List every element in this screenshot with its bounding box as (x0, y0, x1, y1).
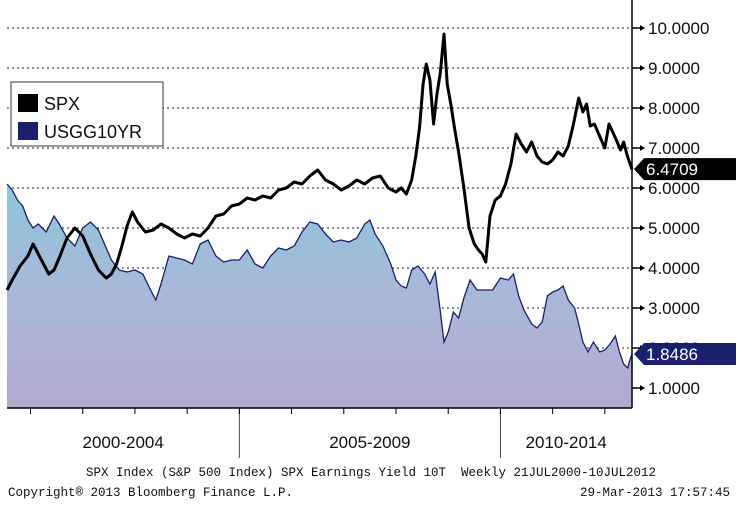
x-axis-period-labels: 2000-2004 2005-2009 2010-2014 (83, 433, 607, 452)
y-tick-arrow (640, 145, 645, 151)
y-tick-label: 3.0000 (648, 299, 700, 318)
y-tick-label: 10.0000 (648, 19, 709, 38)
copyright-text: Copyright® 2013 Bloomberg Finance L.P. (8, 486, 294, 500)
y-tick-arrow (640, 185, 645, 191)
y-tick-label: 9.0000 (648, 59, 700, 78)
y-tick-arrow (640, 105, 645, 111)
y-tick-label: 8.0000 (648, 99, 700, 118)
last-value-label: 1.8486 (646, 345, 698, 364)
timestamp-text: 29-Mar-2013 17:57:45 (579, 486, 730, 500)
y-tick-arrow (640, 305, 645, 311)
y-tick-label: 6.0000 (648, 179, 700, 198)
x-period-label: 2005-2009 (329, 433, 410, 452)
usgg10yr-line (6, 183, 633, 370)
last-value-label: 6.4709 (646, 160, 698, 179)
period-dividers (7, 407, 632, 458)
last-value-badges: 6.4709 1.8486 (634, 158, 736, 366)
legend: SPX USGG10YR (10, 81, 164, 147)
y-tick-label: 4.0000 (648, 259, 700, 278)
y-tick-label: 5.0000 (648, 219, 700, 238)
legend-swatch (18, 122, 38, 140)
y-axis: 10.0000 9.0000 8.0000 7.0000 6.0000 5.0000 4.0… (631, 0, 709, 408)
spx-line (5, 32, 634, 291)
x-period-label: 2000-2004 (83, 433, 164, 452)
legend-label: USGG10YR (44, 122, 142, 142)
y-tick-label: 7.0000 (648, 139, 700, 158)
chart-caption: SPX Index (S&P 500 Index) SPX Earnings Y… (85, 466, 657, 480)
y-tick-arrow (640, 385, 645, 391)
legend-label: SPX (44, 94, 80, 114)
usgg10yr-area (7, 184, 632, 408)
y-tick-arrow (640, 265, 645, 271)
last-value-badge (634, 158, 736, 181)
last-value-badge (634, 343, 736, 366)
y-tick-arrow (640, 25, 645, 31)
legend-swatch (18, 94, 38, 112)
y-tick-arrow (640, 65, 645, 71)
y-tick-label: 1.0000 (648, 379, 700, 398)
x-period-label: 2010-2014 (526, 433, 607, 452)
y-tick-arrow (640, 225, 645, 231)
